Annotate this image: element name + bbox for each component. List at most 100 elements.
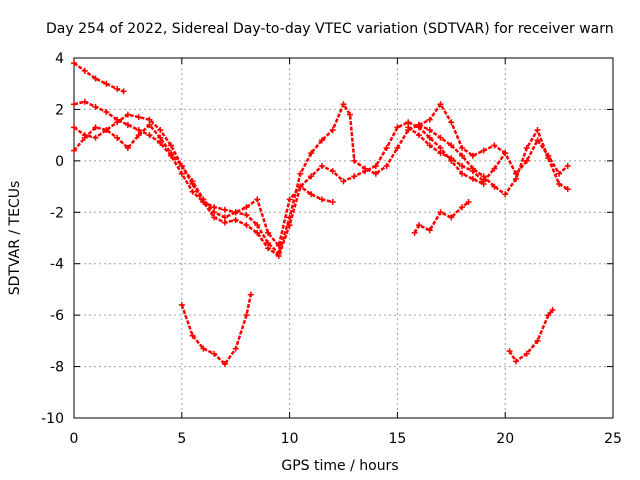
data-point [221, 361, 228, 367]
data-point [114, 119, 121, 126]
data-point [469, 152, 476, 159]
data-point [81, 67, 88, 74]
data-point [297, 170, 304, 177]
data-point [275, 253, 282, 259]
data-point [346, 111, 353, 118]
data-point [448, 119, 455, 126]
data-point [545, 155, 552, 162]
y-tick-label: -10 [41, 411, 64, 427]
data-point [318, 163, 325, 169]
data-point [318, 137, 325, 144]
axis-ticks [73, 57, 614, 419]
data-point [200, 196, 207, 203]
data-point [265, 245, 272, 252]
data-point [189, 188, 196, 195]
series-track-c [71, 111, 487, 259]
data-point [329, 168, 336, 175]
data-point [211, 209, 218, 216]
data-point [411, 229, 418, 236]
series-line [508, 309, 554, 363]
data-point [178, 301, 185, 308]
data-point [243, 222, 250, 229]
data-point [71, 101, 77, 108]
data-point [415, 222, 422, 229]
data-point [556, 170, 563, 177]
plot-frame [73, 57, 614, 419]
data-point [146, 121, 153, 128]
data-point [168, 142, 175, 149]
series-line [73, 100, 506, 255]
data-point [459, 170, 466, 177]
x-tick-label: 0 [70, 431, 79, 447]
series-track-e [405, 124, 571, 185]
data-point [243, 211, 250, 218]
data-point [71, 60, 77, 67]
data-point [491, 183, 498, 190]
data-point [534, 137, 541, 144]
data-point [459, 204, 466, 211]
y-tick-label: 0 [55, 154, 64, 170]
data-point [189, 332, 196, 339]
y-tick-label: -4 [50, 257, 64, 273]
data-point [415, 121, 422, 128]
data-point [437, 101, 444, 108]
data-point [232, 209, 239, 216]
data-point [405, 119, 412, 126]
chart-title: Day 254 of 2022, Sidereal Day-to-day VTE… [46, 21, 614, 37]
series-track-d [71, 121, 336, 249]
data-series [71, 60, 571, 367]
data-point [372, 163, 379, 169]
data-point [211, 214, 218, 221]
data-point [394, 145, 401, 151]
data-point [124, 145, 131, 151]
data-point [114, 134, 121, 141]
data-point [286, 222, 293, 229]
x-tick-labels: 0 5 10 15 20 25 [70, 431, 622, 447]
data-point [103, 127, 110, 133]
data-point [437, 150, 444, 157]
data-point [329, 199, 336, 205]
data-point [211, 350, 218, 357]
data-point [351, 173, 358, 180]
data-point [254, 196, 261, 203]
data-point [103, 109, 110, 115]
data-point [362, 168, 369, 175]
data-point [265, 240, 272, 247]
data-point [564, 163, 571, 169]
x-tick-label: 10 [281, 431, 299, 447]
y-tick-label: -6 [50, 308, 64, 324]
data-point [437, 134, 444, 141]
x-tick-label: 20 [496, 431, 514, 447]
data-point [211, 204, 218, 211]
data-point [534, 337, 541, 344]
grid-lines [74, 58, 613, 418]
y-axis-label: SDTVAR / TECUs [7, 181, 23, 296]
data-point [564, 186, 571, 193]
data-point [243, 204, 250, 211]
data-point [232, 345, 239, 352]
data-point [523, 145, 530, 151]
data-point [92, 75, 99, 82]
data-point [394, 124, 401, 131]
data-point [178, 170, 185, 177]
data-point [502, 191, 509, 198]
data-point [232, 217, 239, 223]
data-point [81, 134, 88, 141]
data-point [221, 206, 228, 213]
data-point [265, 229, 272, 236]
data-point [523, 350, 530, 357]
data-point [71, 124, 77, 131]
data-point [512, 175, 519, 182]
series-line [73, 62, 125, 93]
data-point [146, 116, 153, 123]
data-point [383, 163, 390, 169]
data-point [448, 214, 455, 221]
series-line [180, 294, 253, 366]
data-point [135, 127, 142, 133]
data-point [81, 98, 88, 105]
data-point [545, 312, 552, 319]
data-point [247, 291, 254, 298]
data-point [318, 196, 325, 203]
y-tick-label: 4 [55, 51, 64, 67]
